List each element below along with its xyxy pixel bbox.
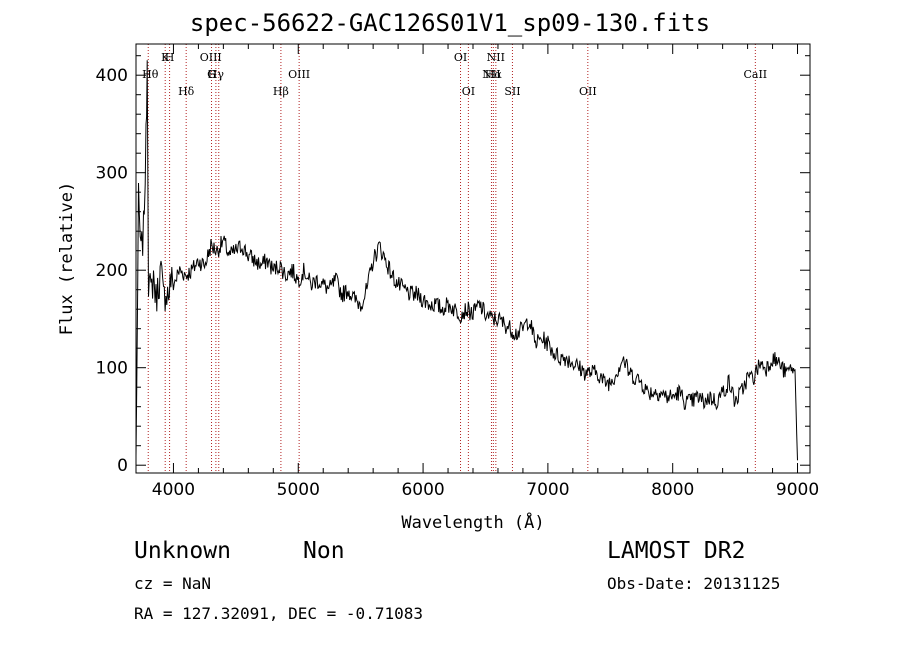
- line-label: Hγ: [208, 68, 225, 81]
- line-label: OI: [462, 85, 475, 98]
- y-tick-label: 0: [117, 456, 128, 476]
- line-label: K: [161, 51, 170, 64]
- y-tick-label: 300: [96, 164, 128, 184]
- plot-frame: [135, 43, 811, 474]
- line-label: OIII: [288, 68, 310, 81]
- x-tick-label: 4000: [152, 480, 195, 500]
- x-tick-label: 5000: [277, 480, 320, 500]
- y-axis-label: Flux (relative): [57, 182, 77, 336]
- line-label: SII: [504, 85, 520, 98]
- line-label: OII: [579, 85, 597, 98]
- spectrum-series: [135, 60, 798, 461]
- object-name: Unknown: [134, 538, 231, 564]
- survey-name: LAMOST DR2: [607, 538, 746, 564]
- line-label: OIII: [200, 51, 222, 64]
- line-label: Hβ: [273, 85, 289, 98]
- y-tick-label: 400: [96, 66, 128, 86]
- line-label: NII: [487, 51, 505, 64]
- x-tick-label: 8000: [651, 480, 694, 500]
- y-tick-label: 100: [96, 359, 128, 379]
- line-label: NII: [482, 68, 500, 81]
- redshift-readout: cz = NaN: [134, 574, 212, 593]
- y-tick-label: 200: [96, 261, 128, 281]
- object-class: Non: [303, 538, 345, 564]
- x-tick-label: 7000: [526, 480, 569, 500]
- x-tick-label: 9000: [776, 480, 819, 500]
- line-label: OI: [454, 51, 467, 64]
- x-tick-label: 6000: [401, 480, 444, 500]
- emission-line-markers: [147, 44, 756, 473]
- line-label: H: [165, 51, 175, 64]
- chart-title: spec-56622-GAC126S01V1_sp09-130.fits: [189, 9, 711, 37]
- ra-dec-readout: RA = 127.32091, DEC = -0.71083: [134, 604, 423, 623]
- line-label: Hα: [485, 68, 503, 81]
- x-axis-label: Wavelength (Å): [401, 511, 544, 533]
- line-label: Hδ: [178, 85, 195, 98]
- line-label: G: [207, 68, 216, 81]
- line-label: Hθ: [142, 68, 159, 81]
- spectrum-line: [135, 60, 798, 461]
- line-label: CaII: [743, 68, 767, 81]
- axis-ticks: 4000 5000 6000 7000 8000 9000 0 100 200 300 400: [96, 44, 819, 500]
- obs-date: Obs-Date: 20131125: [607, 574, 781, 593]
